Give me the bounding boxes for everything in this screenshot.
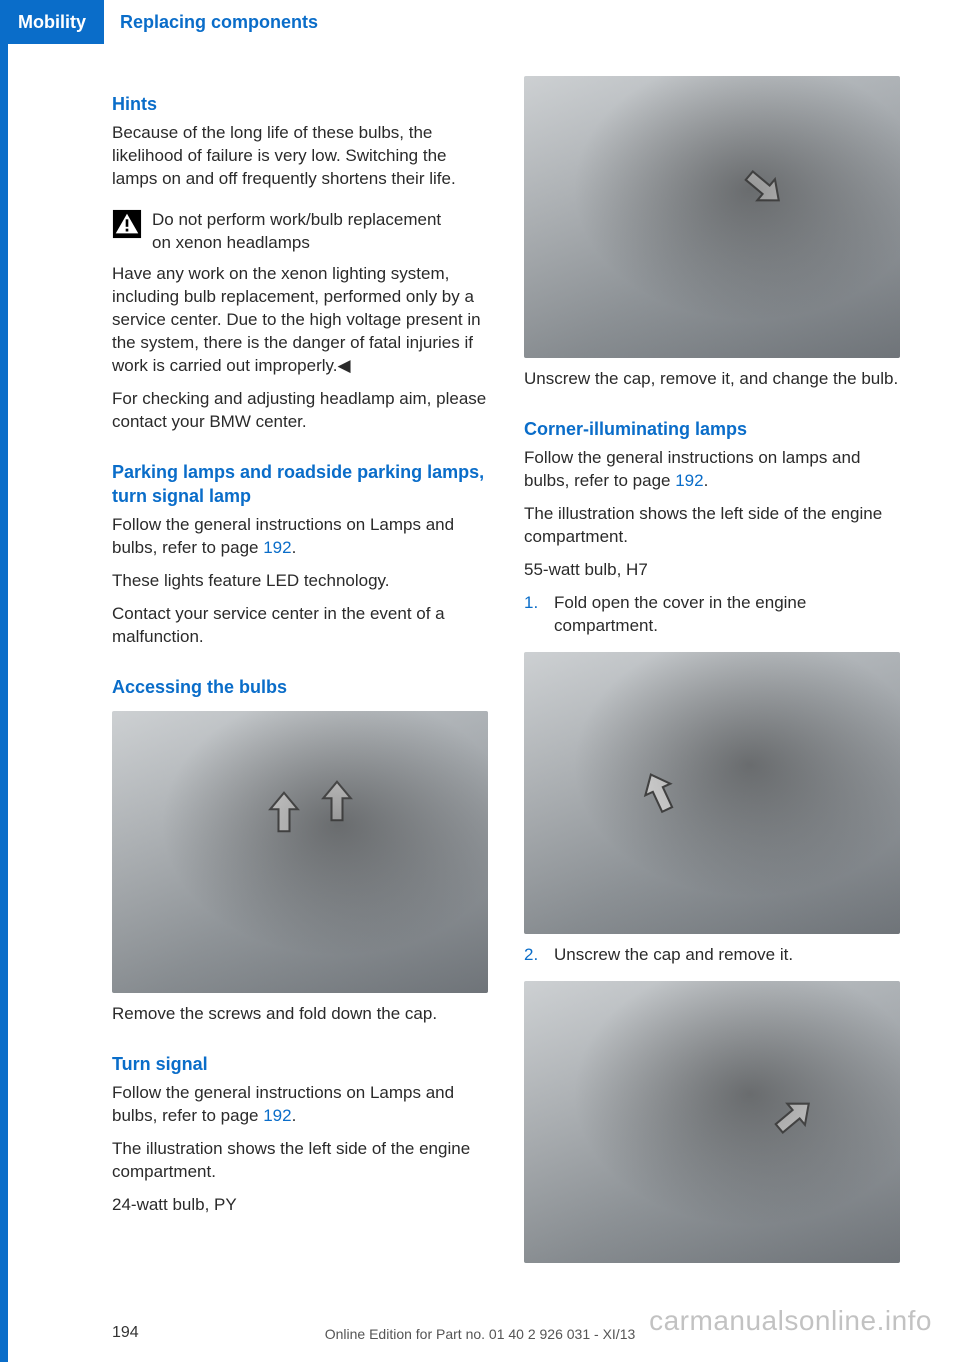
page-header: Mobility Replacing components — [0, 0, 960, 44]
step-1: 1. Fold open the cover in the engine com… — [524, 592, 900, 638]
step-2: 2. Unscrew the cap and remove it. — [524, 944, 900, 967]
arrow-up-icon — [262, 790, 306, 834]
headlamp-aim-paragraph: For checking and adjusting headlamp aim,… — [112, 388, 488, 434]
hints-paragraph: Because of the long life of these bulbs,… — [112, 122, 488, 191]
turn-signal-heading: Turn signal — [112, 1052, 488, 1076]
step-2-number: 2. — [524, 944, 544, 967]
left-column: Hints Because of the long life of these … — [112, 76, 488, 1273]
turn-p2: The illustration shows the left side of … — [112, 1138, 488, 1184]
header-tab-secondary: Replacing components — [104, 0, 334, 44]
arrow-up-icon — [315, 779, 359, 823]
parking-lamps-heading: Parking lamps and roadside parking lamps… — [112, 460, 488, 509]
fold-cover-image — [524, 652, 900, 934]
parking-p1b: . — [292, 538, 297, 557]
unscrew-cap-image — [524, 76, 900, 358]
xenon-paragraph: Have any work on the xenon lighting syst… — [112, 263, 488, 378]
steps-list-2: 2. Unscrew the cap and remove it. — [524, 944, 900, 975]
parking-p3: Contact your service center in the event… — [112, 603, 488, 649]
turn-p3: 24-watt bulb, PY — [112, 1194, 488, 1217]
page-link-192-c[interactable]: 192 — [675, 471, 703, 490]
accessing-bulbs-caption: Remove the screws and fold down the cap. — [112, 1003, 488, 1026]
unscrew-cap-caption: Unscrew the cap, remove it, and change t… — [524, 368, 900, 391]
remove-cap-image — [524, 981, 900, 1263]
warning-block: Do not perform work/bulb replacement on … — [112, 209, 488, 255]
corner-p1b: . — [704, 471, 709, 490]
turn-p1b: . — [292, 1106, 297, 1125]
corner-p3: 55-watt bulb, H7 — [524, 559, 900, 582]
page-link-192-a[interactable]: 192 — [263, 538, 291, 557]
page-link-192-b[interactable]: 192 — [263, 1106, 291, 1125]
corner-lamps-heading: Corner-illuminating lamps — [524, 417, 900, 441]
arrow-icon — [763, 1085, 825, 1147]
page-number: 194 — [112, 1322, 139, 1344]
turn-p1: Follow the general instructions on Lamps… — [112, 1082, 488, 1128]
steps-list: 1. Fold open the cover in the engine com… — [524, 592, 900, 646]
warning-line-1: Do not perform work/bulb replacement — [152, 209, 441, 232]
step-2-text: Unscrew the cap and remove it. — [554, 944, 793, 967]
warning-icon — [112, 209, 142, 239]
left-edge-bar — [0, 0, 8, 1362]
step-1-number: 1. — [524, 592, 544, 638]
arrow-up-icon — [630, 763, 688, 821]
parking-p1: Follow the general instructions on Lamps… — [112, 514, 488, 560]
corner-p2: The illustration shows the left side of … — [524, 503, 900, 549]
warning-text: Do not perform work/bulb replacement on … — [152, 209, 441, 255]
accessing-bulbs-heading: Accessing the bulbs — [112, 675, 488, 699]
hints-heading: Hints — [112, 92, 488, 116]
page-footer: 194 Online Edition for Part no. 01 40 2 … — [0, 1316, 960, 1344]
right-column: Unscrew the cap, remove it, and change t… — [524, 76, 900, 1273]
parking-p2: These lights feature LED technology. — [112, 570, 488, 593]
corner-p1: Follow the general instructions on lamps… — [524, 447, 900, 493]
content-grid: Hints Because of the long life of these … — [112, 76, 900, 1273]
arrow-icon — [733, 157, 795, 219]
warning-line-2: on xenon headlamps — [152, 232, 441, 255]
step-1-text: Fold open the cover in the engine compar… — [554, 592, 900, 638]
header-tab-primary: Mobility — [0, 0, 104, 44]
footer-edition-text: Online Edition for Part no. 01 40 2 926 … — [325, 1325, 636, 1344]
accessing-bulbs-image — [112, 711, 488, 993]
